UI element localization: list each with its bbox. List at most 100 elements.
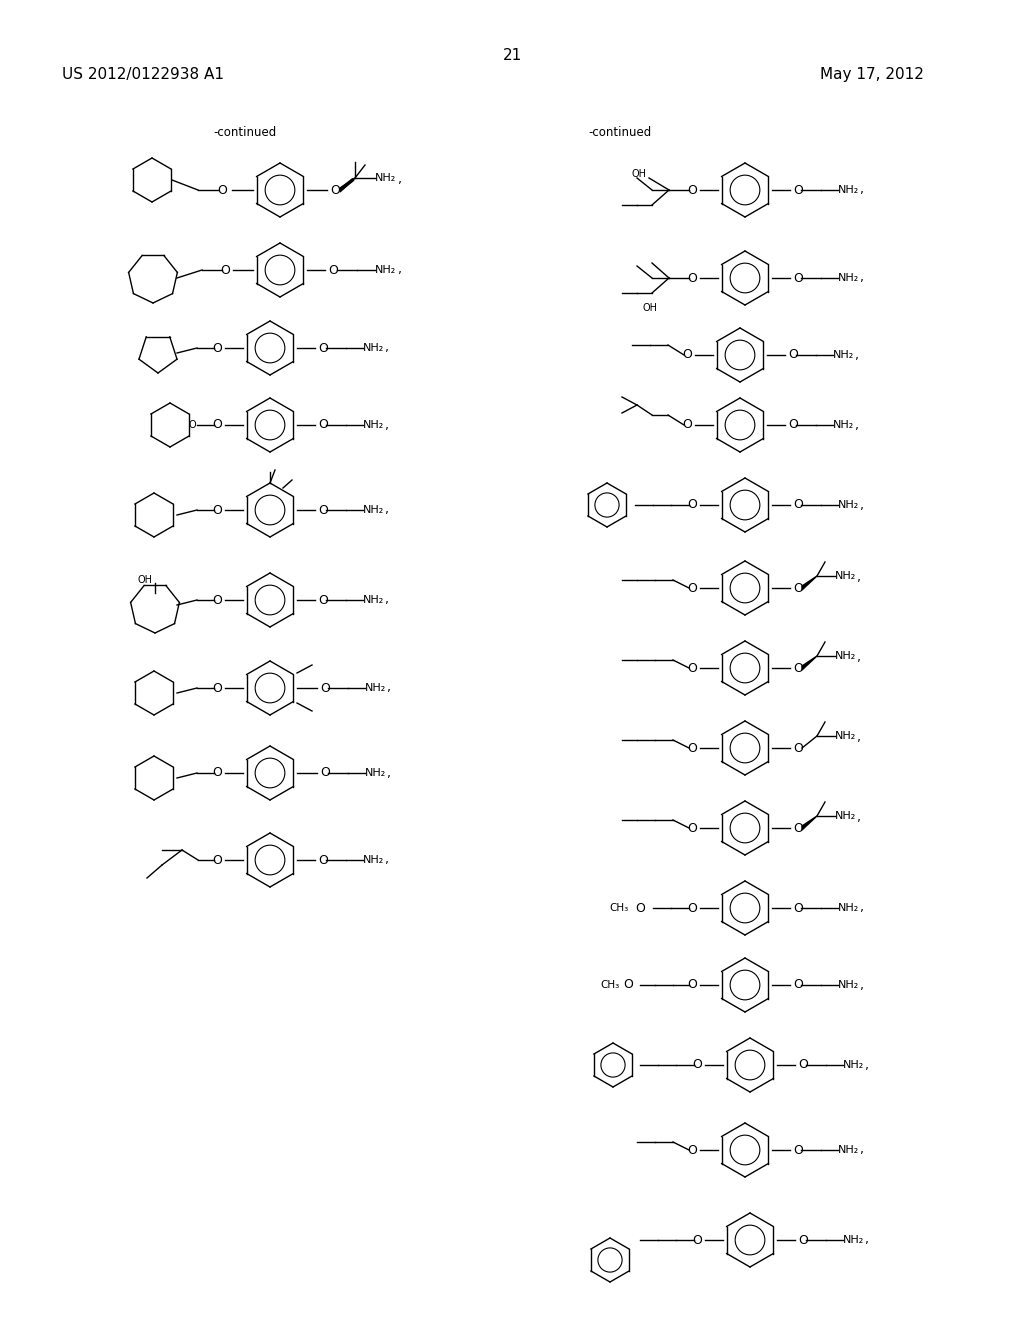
Text: O: O	[328, 264, 338, 276]
Text: NH₂: NH₂	[838, 273, 859, 282]
Text: O: O	[687, 183, 697, 197]
Text: O: O	[687, 978, 697, 991]
Text: NH₂: NH₂	[375, 173, 396, 183]
Text: O: O	[212, 342, 222, 355]
Text: OH: OH	[137, 576, 153, 585]
Text: -continued: -continued	[589, 127, 651, 140]
Text: US 2012/0122938 A1: US 2012/0122938 A1	[62, 67, 224, 82]
Text: O: O	[212, 854, 222, 866]
Text: O: O	[687, 661, 697, 675]
Text: O: O	[793, 742, 803, 755]
Text: ,: ,	[860, 499, 864, 511]
Text: ,: ,	[387, 767, 391, 780]
Text: O: O	[682, 348, 692, 362]
Text: NH₂: NH₂	[375, 265, 396, 275]
Text: ,: ,	[385, 854, 389, 866]
Text: O: O	[793, 902, 803, 915]
Text: O: O	[798, 1233, 808, 1246]
Text: O: O	[188, 420, 196, 430]
Text: O: O	[798, 1059, 808, 1072]
Text: O: O	[318, 854, 328, 866]
Text: ,: ,	[385, 342, 389, 355]
Text: ,: ,	[855, 418, 859, 432]
Text: O: O	[220, 264, 230, 276]
Text: O: O	[212, 767, 222, 780]
Text: CH₃: CH₃	[601, 979, 620, 990]
Text: O: O	[692, 1233, 702, 1246]
Text: O: O	[330, 183, 340, 197]
Text: O: O	[793, 661, 803, 675]
Text: O: O	[682, 418, 692, 432]
Text: O: O	[319, 681, 330, 694]
Text: ,: ,	[860, 902, 864, 915]
Text: NH₂: NH₂	[843, 1236, 864, 1245]
Text: NH₂: NH₂	[835, 651, 856, 661]
Text: NH₂: NH₂	[838, 1144, 859, 1155]
Text: O: O	[318, 594, 328, 606]
Text: ,: ,	[398, 173, 402, 186]
Text: O: O	[687, 902, 697, 915]
Text: O: O	[793, 582, 803, 594]
Text: O: O	[318, 342, 328, 355]
Text: NH₂: NH₂	[838, 979, 859, 990]
Text: O: O	[624, 978, 633, 991]
Text: NH₂: NH₂	[835, 810, 856, 821]
Text: NH₂: NH₂	[835, 572, 856, 581]
Text: O: O	[793, 821, 803, 834]
Text: O: O	[212, 503, 222, 516]
Text: OH: OH	[632, 169, 647, 180]
Text: O: O	[793, 499, 803, 511]
Text: ,: ,	[857, 572, 861, 585]
Text: ,: ,	[857, 812, 861, 825]
Text: ,: ,	[857, 652, 861, 664]
Text: NH₂: NH₂	[362, 420, 384, 430]
Text: O: O	[635, 902, 645, 915]
Text: ,: ,	[385, 418, 389, 432]
Text: O: O	[788, 348, 798, 362]
Text: ,: ,	[857, 731, 861, 744]
Text: O: O	[318, 418, 328, 432]
Text: NH₂: NH₂	[362, 855, 384, 865]
Text: O: O	[318, 503, 328, 516]
Text: ,: ,	[398, 264, 402, 276]
Polygon shape	[802, 576, 817, 590]
Text: O: O	[319, 767, 330, 780]
Text: O: O	[687, 272, 697, 285]
Text: NH₂: NH₂	[843, 1060, 864, 1071]
Text: O: O	[212, 594, 222, 606]
Text: O: O	[212, 681, 222, 694]
Text: OH: OH	[642, 304, 657, 313]
Text: O: O	[793, 978, 803, 991]
Text: O: O	[788, 418, 798, 432]
Text: O: O	[687, 1143, 697, 1156]
Text: ,: ,	[860, 1143, 864, 1156]
Text: ,: ,	[860, 183, 864, 197]
Text: ,: ,	[385, 503, 389, 516]
Text: O: O	[793, 183, 803, 197]
Text: NH₂: NH₂	[833, 420, 854, 430]
Text: ,: ,	[385, 594, 389, 606]
Text: ,: ,	[855, 348, 859, 362]
Text: NH₂: NH₂	[835, 731, 856, 741]
Text: ,: ,	[865, 1059, 869, 1072]
Text: -continued: -continued	[213, 127, 276, 140]
Text: O: O	[687, 821, 697, 834]
Text: ,: ,	[860, 272, 864, 285]
Text: O: O	[687, 499, 697, 511]
Text: NH₂: NH₂	[365, 768, 386, 777]
Text: NH₂: NH₂	[365, 682, 386, 693]
Text: NH₂: NH₂	[362, 595, 384, 605]
Text: O: O	[793, 1143, 803, 1156]
Text: NH₂: NH₂	[838, 903, 859, 913]
Polygon shape	[802, 816, 817, 830]
Text: ,: ,	[860, 978, 864, 991]
Text: O: O	[687, 742, 697, 755]
Text: ,: ,	[387, 681, 391, 694]
Text: 21: 21	[503, 48, 521, 62]
Text: O: O	[217, 183, 227, 197]
Text: NH₂: NH₂	[838, 185, 859, 195]
Text: O: O	[212, 418, 222, 432]
Text: O: O	[692, 1059, 702, 1072]
Polygon shape	[340, 178, 355, 191]
Text: NH₂: NH₂	[362, 506, 384, 515]
